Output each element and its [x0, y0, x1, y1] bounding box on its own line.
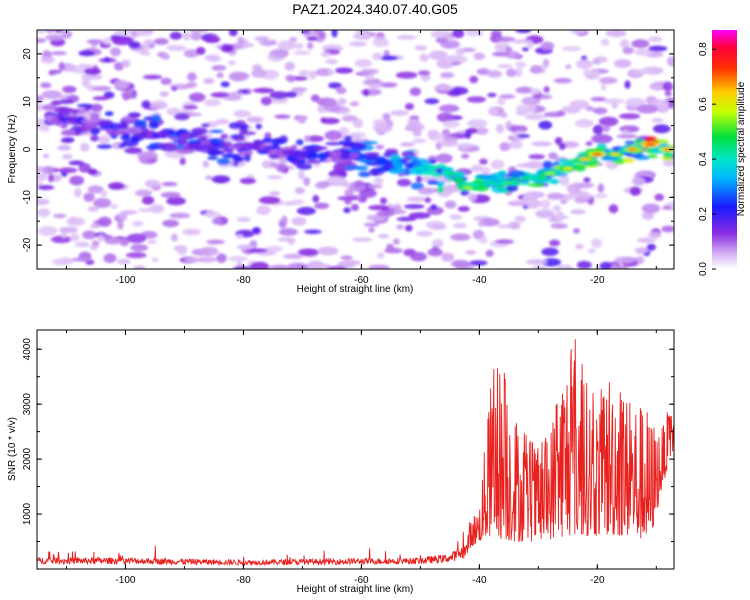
spectrogram-x-axis-label: Height of straight line (km)	[297, 284, 414, 295]
snr-x-tick-label: -100	[115, 575, 135, 586]
spectrogram-panel: -100 -80 -60 -40 -20 20 10 0 -10 -20 Height of st…	[7, 29, 675, 295]
snr-x-tick-label: -80	[236, 575, 251, 586]
snr-series-line	[37, 339, 674, 567]
colorbar-tick-label: 0.6	[698, 97, 709, 111]
colorbar-label: Normalized spectral amplitude	[736, 81, 747, 216]
snr-y-tick-label: 3000	[22, 393, 33, 416]
spectrogram-y-tick-label: -10	[22, 190, 33, 205]
spectrogram-x-tick-label: -60	[354, 275, 369, 286]
snr-x-tick-label: -40	[472, 575, 487, 586]
snr-y-tick-label: 2000	[22, 448, 33, 471]
colorbar-tick-label: 0.2	[698, 207, 709, 221]
snr-y-axis-label: SNR (10 * v/v)	[7, 417, 18, 481]
snr-panel: -100 -80 -60 -40 -20 1000 2000 3000 4000 Height …	[7, 329, 675, 595]
snr-x-tick-label: -20	[590, 575, 605, 586]
spectrogram-y-tick-label: 20	[22, 48, 33, 60]
spectrogram-y-tick-label: -20	[22, 237, 33, 252]
chart-title: PAZ1.2024.340.07.40.G05	[292, 1, 458, 17]
spectrogram-x-tick-label: -40	[472, 275, 487, 286]
spectrogram-x-tick-label: -80	[236, 275, 251, 286]
colorbar: 0.0 0.2 0.4 0.6 0.8 Normalized spectral ampl…	[698, 30, 747, 276]
colorbar-tick-label: 0.0	[698, 262, 709, 276]
spectrogram-x-tick-label: -100	[115, 275, 135, 286]
spectrogram-y-axis-label: Frequency (Hz)	[7, 115, 18, 184]
snr-y-tick-label: 1000	[22, 502, 33, 525]
colorbar-tick-label: 0.8	[698, 42, 709, 56]
colorbar-gradient	[712, 30, 737, 269]
snr-frame	[36, 329, 675, 570]
snr-x-axis-label: Height of straight line (km)	[297, 584, 414, 595]
colorbar-tick-label: 0.4	[698, 152, 709, 166]
spectrogram-heatmap	[37, 30, 674, 269]
snr-x-tick-label: -60	[354, 575, 369, 586]
snr-y-tick-label: 4000	[22, 338, 33, 361]
spectrogram-y-tick-label: 0	[22, 146, 33, 152]
spectrogram-y-tick-label: 10	[22, 96, 33, 108]
spectrogram-x-tick-label: -20	[590, 275, 605, 286]
